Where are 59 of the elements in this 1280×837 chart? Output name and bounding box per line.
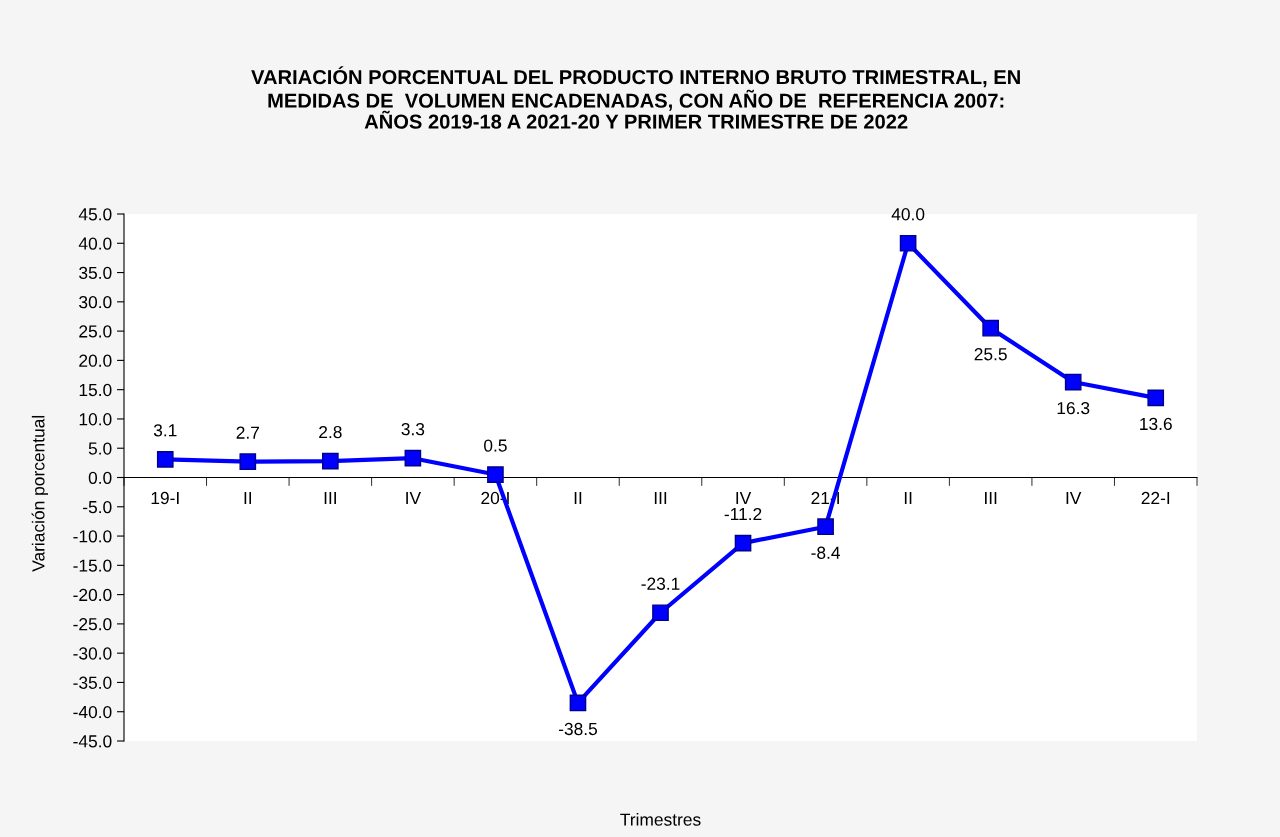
y-tick-label: 25.0 (79, 325, 112, 338)
y-tick-label: -15.0 (73, 559, 112, 572)
x-tick-label: II (574, 492, 582, 504)
chart-title: VARIACIÓN PORCENTUAL DEL PRODUCTO INTERNO BRUTO TRIMESTRAL, EN MEDIDAS DE VOLUMEN ENCADENADAS, CON AÑO DE REFERENCIA 2007: AÑOS 2019-18 A 2021-20 Y PRIMER TRIMESTRE DE 2022 (251, 66, 1020, 129)
data-label: 2.7 (236, 426, 259, 439)
data-label: 2.8 (319, 425, 342, 439)
y-tick-label: 45.0 (78, 208, 112, 221)
point (734, 534, 752, 552)
x-tick-label: III (654, 492, 667, 504)
data-label: -8.4 (811, 546, 841, 559)
y-tick-label: 40.0 (78, 237, 112, 250)
y-tick-label: 10.0 (79, 413, 112, 426)
x-tick-label: II (244, 492, 252, 504)
y-tick-label: -5.0 (83, 500, 112, 514)
y-tick-label: -30.0 (73, 647, 112, 660)
x-tick-label: 22-I (1141, 491, 1170, 504)
data-label: 16.3 (1057, 401, 1090, 415)
y-tick-label: -45.0 (73, 735, 112, 748)
y-tick-label: 30.0 (79, 296, 112, 309)
y-tick-label: -10.0 (73, 530, 112, 543)
x-tick-label: III (985, 492, 997, 504)
point (982, 319, 999, 337)
y-axis-title: Variación porcentual (31, 415, 48, 572)
point (569, 694, 587, 712)
x-axis-title: Trimestres (620, 813, 701, 826)
x-tick-label: 19-I (151, 491, 179, 505)
y-tick-label: -25.0 (73, 618, 112, 631)
x-tick-label: II (904, 492, 912, 504)
point (1147, 389, 1165, 407)
y-tick-label: -35.0 (73, 676, 112, 689)
y-tick-label: -40.0 (73, 705, 112, 719)
data-label: -11.2 (724, 507, 762, 521)
x-tick-label: IV (736, 492, 752, 504)
x-tick-label: III (324, 492, 336, 504)
x-tick-label: IV (1066, 492, 1082, 504)
data-label: 25.5 (974, 348, 1007, 361)
point (156, 451, 174, 468)
point (487, 466, 504, 483)
data-label: 40.0 (891, 208, 925, 221)
point (652, 604, 669, 622)
data-label: 0.5 (484, 439, 507, 452)
point (1064, 373, 1082, 391)
point (322, 452, 339, 470)
data-label: 3.3 (401, 423, 425, 436)
data-label: -38.5 (558, 722, 598, 736)
y-tick-label: 0.0 (88, 471, 112, 484)
y-tick-label: 35.0 (79, 266, 112, 280)
data-label: 3.1 (153, 424, 177, 437)
point (899, 234, 917, 252)
data-label: 13.6 (1140, 417, 1172, 431)
y-tick-label: 5.0 (88, 442, 112, 455)
y-tick-label: 20.0 (79, 354, 112, 367)
y-tick-label: -20.0 (73, 588, 112, 602)
x-tick-label: IV (406, 492, 422, 504)
y-tick-label: 15.0 (79, 383, 112, 397)
point (817, 518, 834, 536)
data-label: -23.1 (641, 577, 680, 590)
point (239, 453, 257, 471)
point (404, 449, 422, 467)
